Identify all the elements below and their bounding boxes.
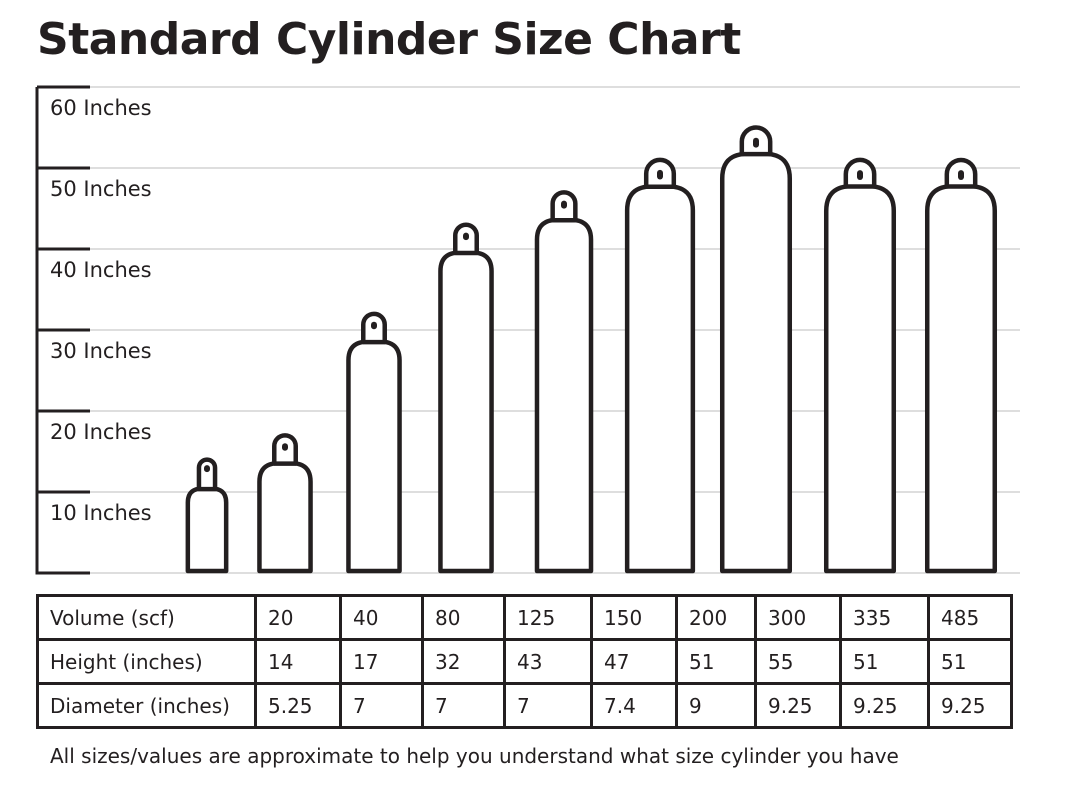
- cylinder-body: [185, 485, 229, 574]
- valve-port: [463, 232, 469, 241]
- cylinder-body: [257, 460, 313, 574]
- table-cell: 9: [675, 682, 757, 729]
- table-cell: 300: [754, 594, 842, 641]
- row-label: Volume (scf): [36, 594, 257, 641]
- valve-port: [204, 465, 210, 473]
- spec-table: Volume (scf) 20 40 80 125 150 200 300 335 485 Heig…: [36, 594, 1013, 729]
- table-cell: 7: [421, 682, 506, 729]
- table-cell: 125: [503, 594, 593, 641]
- table-cell: 17: [339, 638, 424, 685]
- row-label: Diameter (inches): [36, 682, 257, 729]
- cylinder-body: [624, 183, 696, 574]
- table-cell: 7.4: [590, 682, 678, 729]
- table-cell: 5.25: [254, 682, 342, 729]
- table-cell: 51: [839, 638, 930, 685]
- table-cell: 55: [754, 638, 842, 685]
- row-label: Height (inches): [36, 638, 257, 685]
- valve-port: [371, 321, 377, 330]
- valve-port: [561, 200, 567, 209]
- cylinder-335: [823, 157, 897, 574]
- y-tick-label: 20 Inches: [50, 420, 152, 444]
- valve-port: [657, 169, 663, 180]
- table-row: Height (inches) 14 17 32 43 47 51 55 51 51: [36, 638, 1013, 685]
- cylinder-200: [624, 157, 696, 574]
- table-cell: 7: [503, 682, 593, 729]
- cylinder-40: [257, 433, 313, 574]
- table-cell: 9.25: [927, 682, 1013, 729]
- valve-port: [958, 170, 964, 181]
- table-cell: 200: [675, 594, 757, 641]
- y-tick-label: 40 Inches: [50, 258, 152, 282]
- table-cell: 150: [590, 594, 678, 641]
- cylinder-body: [924, 183, 998, 574]
- table-cell: 7: [339, 682, 424, 729]
- footnote: All sizes/values are approximate to help…: [50, 744, 899, 768]
- y-tick-label: 30 Inches: [50, 339, 152, 363]
- cylinder-150: [534, 190, 594, 574]
- table-row: Diameter (inches) 5.25 7 7 7 7.4 9 9.25 9.25 9.25: [36, 682, 1013, 729]
- table-cell: 51: [675, 638, 757, 685]
- cylinder-300: [719, 125, 793, 574]
- valve-port: [282, 443, 288, 451]
- table-cell: 43: [503, 638, 593, 685]
- y-tick-label: 10 Inches: [50, 501, 152, 525]
- y-tick-labels: 10 Inches 20 Inches 30 Inches 40 Inches 50 I…: [50, 96, 152, 525]
- table-cell: 32: [421, 638, 506, 685]
- cylinder-20: [185, 457, 229, 574]
- cylinder-80: [346, 311, 402, 574]
- cylinder-body: [719, 150, 793, 574]
- chart-title: Standard Cylinder Size Chart: [37, 14, 741, 65]
- table-cell: 485: [927, 594, 1013, 641]
- cylinder-body: [438, 249, 494, 574]
- table-cell: 9.25: [754, 682, 842, 729]
- table-cell: 40: [339, 594, 424, 641]
- cylinder-valve: [196, 457, 218, 492]
- y-tick-label: 60 Inches: [50, 96, 152, 120]
- table-cell: 80: [421, 594, 506, 641]
- table-row: Volume (scf) 20 40 80 125 150 200 300 335 485: [36, 594, 1013, 641]
- cylinder-body: [534, 217, 594, 574]
- cylinder-485: [924, 157, 998, 574]
- table-cell: 51: [927, 638, 1013, 685]
- cylinder-chart: 10 Inches 20 Inches 30 Inches 40 Inches 50 I…: [35, 85, 1020, 575]
- valve-port: [857, 170, 863, 181]
- table-cell: 335: [839, 594, 930, 641]
- valve-port: [753, 137, 759, 148]
- table-cell: 47: [590, 638, 678, 685]
- cylinder-body: [346, 338, 402, 574]
- y-axis: [35, 85, 90, 575]
- table-cell: 14: [254, 638, 342, 685]
- table-cell: 9.25: [839, 682, 930, 729]
- table-cell: 20: [254, 594, 342, 641]
- cylinder-body: [823, 183, 897, 574]
- cylinders: [185, 125, 998, 574]
- y-tick-label: 50 Inches: [50, 177, 152, 201]
- cylinder-125: [438, 222, 494, 574]
